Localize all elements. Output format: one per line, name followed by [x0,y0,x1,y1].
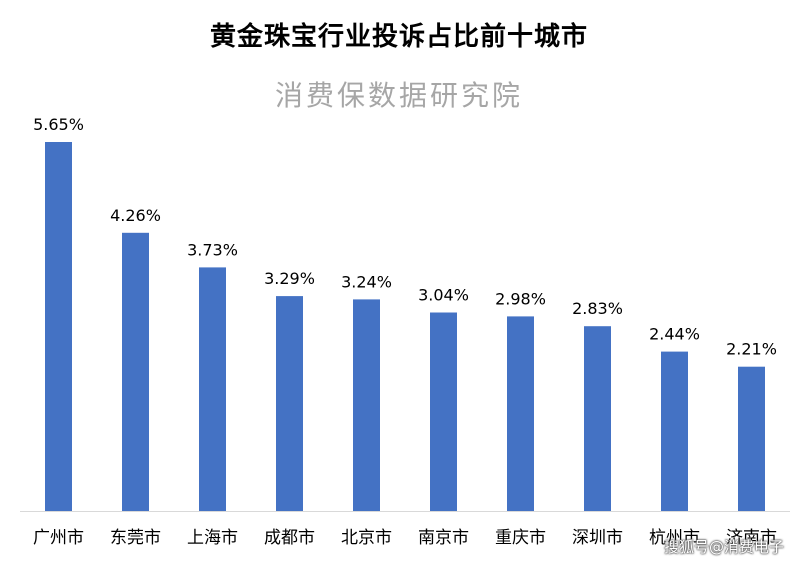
data-label: 3.29% [264,269,315,288]
data-labels-layer: 5.65% 4.26% 3.73% 3.29% 3.24% 3.04% 2.98% 2.83%… [33,115,777,359]
bars-layer [45,142,765,512]
data-label: 3.73% [187,240,238,259]
category-tick-label: 重庆市 [495,528,546,548]
data-label: 4.26% [110,206,161,225]
category-tick-label: 广州市 [33,528,84,548]
category-tick-label: 上海市 [187,528,238,548]
chart-title: 黄金珠宝行业投诉占比前十城市 [209,22,588,52]
category-ticks-layer: 广州市 东莞市 上海市 成都市 北京市 南京市 重庆市 深圳市 杭州市 济南市 [33,528,777,548]
category-tick-label: 北京市 [341,528,392,548]
category-tick-label: 杭州市 [649,528,700,548]
bar [276,296,303,511]
bar [122,232,149,512]
bar [199,267,226,511]
data-label: 3.24% [341,272,392,291]
bar [661,351,688,511]
category-tick-label: 济南市 [726,528,777,548]
data-label: 2.98% [495,289,546,308]
bar [45,142,72,511]
data-label: 2.21% [726,340,777,359]
bar [584,326,611,511]
data-label: 2.83% [572,299,623,318]
data-label: 2.44% [649,325,700,344]
data-label: 5.65% [33,115,84,134]
chart-subtitle: 消费保数据研究院 [274,79,523,112]
category-tick-label: 南京市 [418,528,469,548]
watermark: 搜狐号@消费电子 [663,538,784,556]
category-tick-label: 成都市 [264,528,315,548]
bar [430,312,457,511]
bar [507,316,534,511]
bar [738,366,765,511]
category-tick-label: 东莞市 [110,528,161,548]
data-label: 3.04% [418,286,469,305]
bar [353,299,380,511]
category-tick-label: 深圳市 [572,528,623,548]
